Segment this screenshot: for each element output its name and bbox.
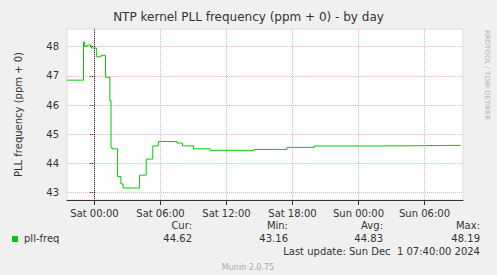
svg-text:43.16: 43.16: [259, 233, 288, 244]
svg-text:Cur:: Cur:: [171, 220, 192, 231]
svg-text:47: 47: [46, 70, 59, 81]
svg-text:46: 46: [46, 100, 59, 111]
svg-text:Sat 18:00: Sat 18:00: [268, 208, 316, 219]
svg-text:48.19: 48.19: [451, 233, 480, 244]
svg-text:Sat 06:00: Sat 06:00: [136, 208, 184, 219]
svg-text:Last update: Sun Dec 1 07:40:: Last update: Sun Dec 1 07:40:00 2024: [283, 246, 480, 257]
svg-text:Sat 12:00: Sat 12:00: [202, 208, 250, 219]
svg-text:44.83: 44.83: [354, 233, 383, 244]
svg-text:pll-freq: pll-freq: [24, 233, 59, 244]
svg-text:PLL frequency (ppm + 0): PLL frequency (ppm + 0): [13, 52, 24, 177]
svg-text:Sun 00:00: Sun 00:00: [333, 208, 384, 219]
svg-text:NTP kernel PLL frequency (ppm: NTP kernel PLL frequency (ppm + 0) - by …: [113, 10, 384, 24]
svg-text:Max:: Max:: [456, 220, 480, 231]
svg-text:Avg:: Avg:: [361, 220, 383, 231]
svg-text:44: 44: [46, 158, 59, 169]
svg-text:Min:: Min:: [267, 220, 288, 231]
svg-text:45: 45: [46, 129, 59, 140]
svg-text:Sat 00:00: Sat 00:00: [70, 208, 118, 219]
svg-text:Sun 06:00: Sun 06:00: [399, 208, 450, 219]
svg-text:43: 43: [46, 187, 59, 198]
svg-text:Munin 2.0.75: Munin 2.0.75: [222, 263, 274, 272]
svg-text:48: 48: [46, 41, 59, 52]
svg-text:44.62: 44.62: [163, 233, 192, 244]
svg-text:RRDTOOL / TOBI OETIKER: RRDTOOL / TOBI OETIKER: [483, 30, 491, 120]
